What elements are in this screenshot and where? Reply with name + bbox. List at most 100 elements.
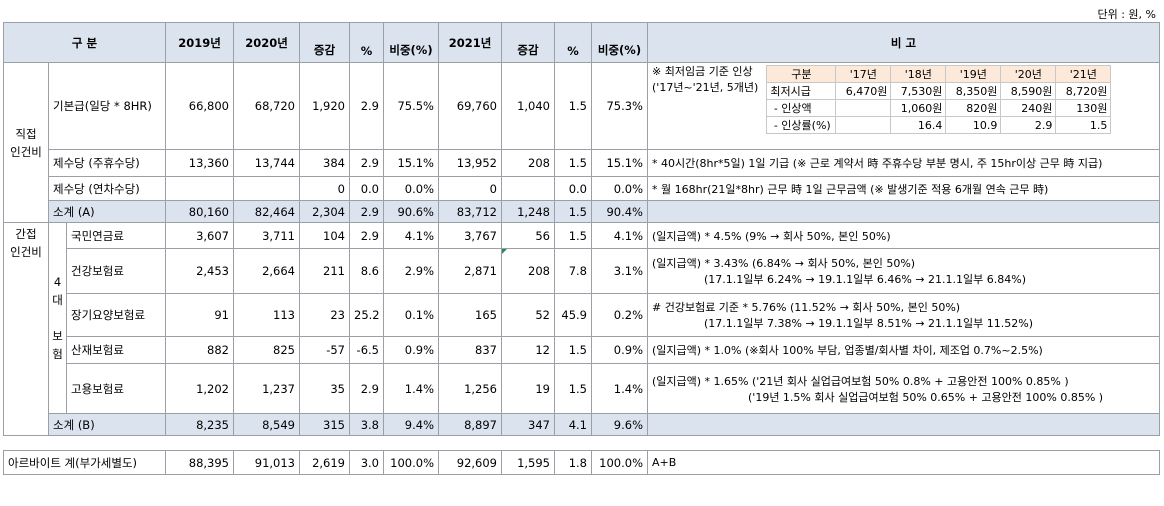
cell-share2: 0.0% [591, 176, 648, 201]
cell-change: 104 [299, 222, 350, 249]
mini-cell: 820원 [945, 99, 1002, 117]
cell-pct2: 1.5 [554, 200, 592, 223]
cell-pct2: 1.5 [554, 222, 592, 249]
cell-change: 2,304 [299, 200, 350, 223]
mini-header: '18년 [890, 65, 947, 83]
cell-share: 0.9% [383, 336, 439, 364]
cell-change2: 12 [501, 336, 555, 364]
direct-labor-label-text: 직접 인건비 [10, 126, 42, 159]
cell-change2: 208 [501, 248, 555, 294]
cell-2020: 13,744 [233, 149, 300, 177]
cell-2020: 68,720 [233, 62, 300, 150]
mini-cell [835, 116, 892, 134]
mini-cell: 130원 [1055, 99, 1112, 117]
row-name: 소계 (B) [48, 413, 166, 436]
cell-change2: 347 [501, 413, 555, 436]
cell-2019: 2,453 [165, 248, 234, 294]
row-note [647, 200, 1160, 223]
cell-share2: 4.1% [591, 222, 648, 249]
table-row: 제수당 (연차수당) 0 0.0 0.0% 0 0.0 0.0% * 월 168… [4, 176, 1160, 201]
cell-2021: 1,256 [438, 363, 502, 414]
mini-header: '21년 [1055, 65, 1112, 83]
cell-pct: 2.9 [349, 149, 384, 177]
cell-change2: 1,040 [501, 62, 555, 150]
cell-pct2: 45.9 [554, 293, 592, 337]
cell-share: 4.1% [383, 222, 439, 249]
cell-pct: 3.0 [349, 450, 384, 475]
note-line1: # 건강보험료 기준 * 5.76% (11.52% → 회사 50%, 본인 … [652, 301, 961, 314]
cell-change2: 1,248 [501, 200, 555, 223]
cell-change: 0 [299, 176, 350, 201]
header-row: 구 분 2019년 2020년 증감 % 비중(%) 2021년 증감 % 비중… [3, 22, 1160, 63]
row-name: 고용보험료 [66, 363, 166, 414]
row-name: 기본급(일당 * 8HR) [48, 62, 166, 150]
cell-change: 1,920 [299, 62, 350, 150]
cell-share: 0.0% [383, 176, 439, 201]
note-line2: (17.1.1일부 7.38% → 19.1.1일부 8.51% → 21.1.… [704, 317, 1034, 330]
cell-change: 211 [299, 248, 350, 294]
subtotal-row: 소계 (B) 8,235 8,549 315 3.8 9.4% 8,897 34… [3, 413, 1160, 436]
header-pct2: % [554, 22, 592, 63]
cell-change2: 52 [501, 293, 555, 337]
row-note: (일지급액) * 1.0% (※회사 100% 부담, 업종별/회사별 차이, … [647, 336, 1160, 364]
cell-share2: 9.6% [591, 413, 648, 436]
note-line1: (일지급액) * 3.43% (6.84% → 회사 50%, 본인 50%) [652, 257, 916, 270]
cell-2019 [165, 176, 234, 201]
mini-header: '19년 [945, 65, 1002, 83]
note-line2: (17.1.1일부 6.24% → 19.1.1일부 6.46% → 21.1.… [704, 273, 1027, 286]
mini-cell: 7,530원 [890, 82, 947, 100]
mini-cell: 6,470원 [835, 82, 892, 100]
cell-share: 15.1% [383, 149, 439, 177]
cell-share: 1.4% [383, 363, 439, 414]
cell-pct: 2.9 [349, 222, 384, 249]
cell-share: 0.1% [383, 293, 439, 337]
mini-cell: 1.5 [1055, 116, 1112, 134]
cell-share: 90.6% [383, 200, 439, 223]
row-note [647, 413, 1160, 436]
cell-share2: 75.3% [591, 62, 648, 150]
cell-share: 100.0% [383, 450, 439, 475]
mini-cell [835, 99, 892, 117]
cell-2021: 13,952 [438, 149, 502, 177]
row-name: 국민연금료 [66, 222, 166, 249]
indirect-labor-label-text: 간접 인건비 [10, 227, 42, 259]
cell-share: 9.4% [383, 413, 439, 436]
indirect-labor-label: 간접 인건비 [3, 222, 49, 436]
header-2019: 2019년 [165, 22, 234, 63]
cell-change: 315 [299, 413, 350, 436]
header-share2: 비중(%) [591, 22, 648, 63]
cell-change: 384 [299, 149, 350, 177]
row-name: 건강보험료 [66, 248, 166, 294]
cell-share2: 100.0% [591, 450, 648, 475]
cell-pct: 25.2 [349, 293, 384, 337]
mini-cell: - 인상률(%) [766, 116, 837, 134]
cell-pct2: 1.8 [554, 450, 592, 475]
total-row: 아르바이트 계(부가세별도) 88,395 91,013 2,619 3.0 1… [3, 450, 1160, 475]
table-row: 직접 인건비 기본급(일당 * 8HR) 66,800 68,720 1,920… [3, 62, 1160, 223]
cell-pct: 2.9 [349, 62, 384, 150]
cell-2019: 66,800 [165, 62, 234, 150]
group-label-char: 4 [53, 275, 62, 289]
cell-2020: 825 [233, 336, 300, 364]
header-remarks: 비 고 [647, 22, 1160, 63]
min-wage-note: ※ 최저임금 기준 인상 ('17년~'21년, 5개년) 구분 '17년 '1… [647, 62, 1160, 150]
cell-pct: 2.9 [349, 363, 384, 414]
cell-2021: 3,767 [438, 222, 502, 249]
note-line1: (일지급액) * 1.65% ('21년 회사 실업급여보험 50% 0.8% … [652, 374, 1069, 388]
spacer-row [3, 435, 1160, 451]
table-row: 제수당 (주휴수당) 13,360 13,744 384 2.9 15.1% 1… [4, 149, 1160, 177]
header-change2: 증감 [501, 22, 555, 63]
cell-2019: 91 [165, 293, 234, 337]
cell-2019: 3,607 [165, 222, 234, 249]
direct-labor-label: 직접 인건비 [3, 62, 49, 223]
note-line2: ('19년 1.5% 회사 실업급여보험 50% 0.65% + 고용안전 10… [748, 390, 1104, 404]
row-name: 제수당 (주휴수당) [48, 149, 166, 177]
mini-cell: 8,590원 [1000, 82, 1057, 100]
row-name: 제수당 (연차수당) [48, 176, 166, 201]
cell-change2: 208 [501, 149, 555, 177]
table-row: 건강보험료 2,453 2,664 211 8.6 2.9% 2,871 208… [4, 248, 1160, 294]
cell-2020: 113 [233, 293, 300, 337]
row-name: 산재보험료 [66, 336, 166, 364]
table-row: 간접 인건비 4 대 보 험 국민연금료 3,607 3,711 104 2.9… [3, 222, 1160, 436]
cell-2021: 83,712 [438, 200, 502, 223]
